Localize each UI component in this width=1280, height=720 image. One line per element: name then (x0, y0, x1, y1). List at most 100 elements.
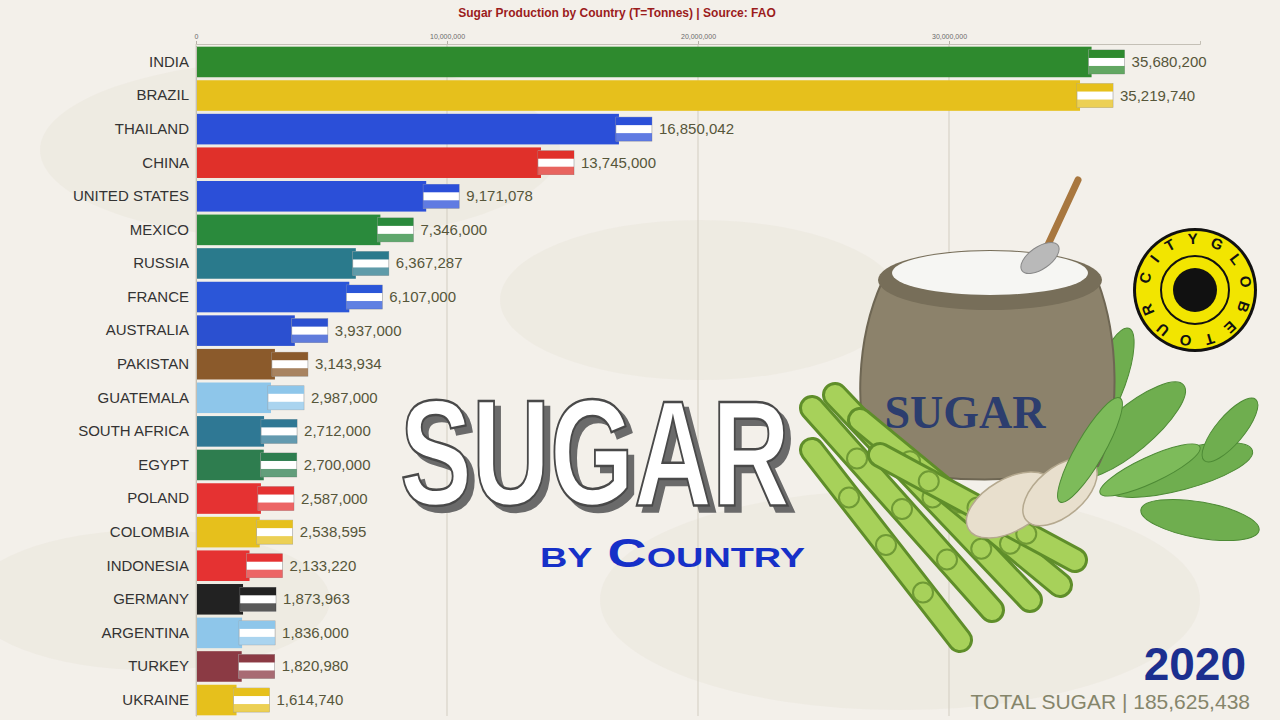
beet-leaf (1095, 435, 1206, 505)
bar (196, 147, 541, 178)
value-label: 3,937,000 (335, 322, 402, 339)
flag-field (239, 654, 275, 678)
category-label: GUATEMALA (98, 389, 189, 406)
flag-field (239, 621, 275, 645)
flag-field (346, 285, 382, 309)
bar (196, 483, 261, 514)
category-label: ARGENTINA (101, 624, 189, 641)
category-label: COLOMBIA (110, 523, 189, 540)
flag-icon (247, 554, 283, 578)
flag-stripe (346, 285, 382, 293)
flag-field (247, 554, 283, 578)
flag-stripe (423, 200, 459, 208)
flag-icon (1077, 84, 1113, 108)
category-label: EGYPT (138, 456, 189, 473)
flag-stripe (292, 319, 328, 327)
flag-stripe (239, 621, 275, 629)
flag-stripe (353, 267, 389, 275)
flag-icon (239, 654, 275, 678)
flag-field (240, 587, 276, 611)
headline: SUGAR (400, 369, 790, 537)
flag-stripe (239, 670, 275, 678)
x-tick-label: 0 (195, 33, 199, 40)
bar (196, 450, 264, 481)
flag-field (257, 520, 293, 544)
y-tick: UNITED STATES (73, 187, 189, 204)
y-tick: COLOMBIA (110, 523, 189, 540)
flag-field (268, 386, 304, 410)
x-tick-mark (447, 41, 448, 44)
flag-stripe (261, 453, 297, 461)
flag-stripe (1077, 100, 1113, 108)
beet-leaf (1138, 492, 1262, 548)
x-tick: 0 (195, 33, 199, 44)
sack-label: SUGAR (884, 387, 1046, 438)
x-tick: 20,000,000 (681, 33, 716, 44)
value-label: 1,820,980 (282, 657, 349, 674)
bar (196, 651, 242, 682)
flag-stripe (257, 520, 293, 528)
category-label: GERMANY (113, 590, 189, 607)
chart-canvas: 010,000,00020,000,00030,000,000Sugar Pro… (0, 0, 1280, 720)
flag-icon (257, 520, 293, 544)
bar (196, 181, 426, 212)
bar (196, 349, 275, 380)
sugar-cane (812, 450, 960, 640)
flag-stripe (538, 151, 574, 159)
value-label: 35,219,740 (1120, 87, 1195, 104)
flag-stripe (1089, 66, 1125, 74)
category-label: UNITED STATES (73, 187, 189, 204)
flag-stripe (240, 587, 276, 595)
value-label: 9,171,078 (466, 187, 533, 204)
flag-stripe (239, 654, 275, 662)
y-axis: INDIABRAZILTHAILANDCHINAUNITED STATESMEX… (73, 47, 197, 717)
flag-icon (377, 218, 413, 242)
chart-title: Sugar Production by Country (T=Tonnes) |… (458, 6, 775, 20)
logo-text: CITYGLOBETOUR (1135, 230, 1255, 350)
cane-node (913, 583, 933, 603)
cane-node (876, 535, 896, 555)
category-label: AUSTRALIA (106, 321, 189, 338)
y-tick: TURKEY (128, 657, 189, 674)
value-label: 2,700,000 (304, 456, 371, 473)
value-label: 2,712,000 (304, 422, 371, 439)
y-tick: FRANCE (127, 288, 189, 305)
flag-stripe (616, 117, 652, 125)
flag-stripe (261, 435, 297, 443)
flag-field (292, 319, 328, 343)
y-tick: GUATEMALA (98, 389, 189, 406)
x-tick-mark (698, 41, 699, 44)
flag-stripe (1077, 84, 1113, 92)
grid-line (196, 44, 197, 716)
beet-leaf (1194, 390, 1267, 469)
bar (196, 517, 260, 548)
flag-icon (268, 386, 304, 410)
flag-icon (240, 587, 276, 611)
flag-field (377, 218, 413, 242)
bar (196, 618, 242, 649)
flag-field (616, 117, 652, 141)
x-tick-label: 20,000,000 (681, 33, 716, 40)
flag-field (1077, 84, 1113, 108)
y-tick: INDIA (149, 53, 189, 70)
flag-stripe (258, 503, 294, 511)
y-tick: GERMANY (113, 590, 189, 607)
sugar-heap (892, 251, 1088, 295)
flag-stripe (377, 234, 413, 242)
flag-icon (258, 487, 294, 511)
logo-ring (1133, 228, 1257, 352)
x-tick-mark (949, 41, 950, 44)
x-tick-label: 30,000,000 (932, 33, 967, 40)
x-axis-line (197, 41, 1201, 45)
category-label: FRANCE (127, 288, 189, 305)
flag-icon (261, 419, 297, 443)
y-tick: SOUTH AFRICA (78, 422, 189, 439)
value-label: 1,614,740 (277, 691, 344, 708)
flag-field (353, 251, 389, 275)
value-label: 1,873,963 (283, 590, 350, 607)
flag-stripe (292, 335, 328, 343)
illustration: SUGAR (812, 180, 1266, 640)
cane-node (892, 499, 912, 519)
flag-field (258, 487, 294, 511)
total-label: TOTAL SUGAR | 185,625,438 (971, 690, 1250, 713)
